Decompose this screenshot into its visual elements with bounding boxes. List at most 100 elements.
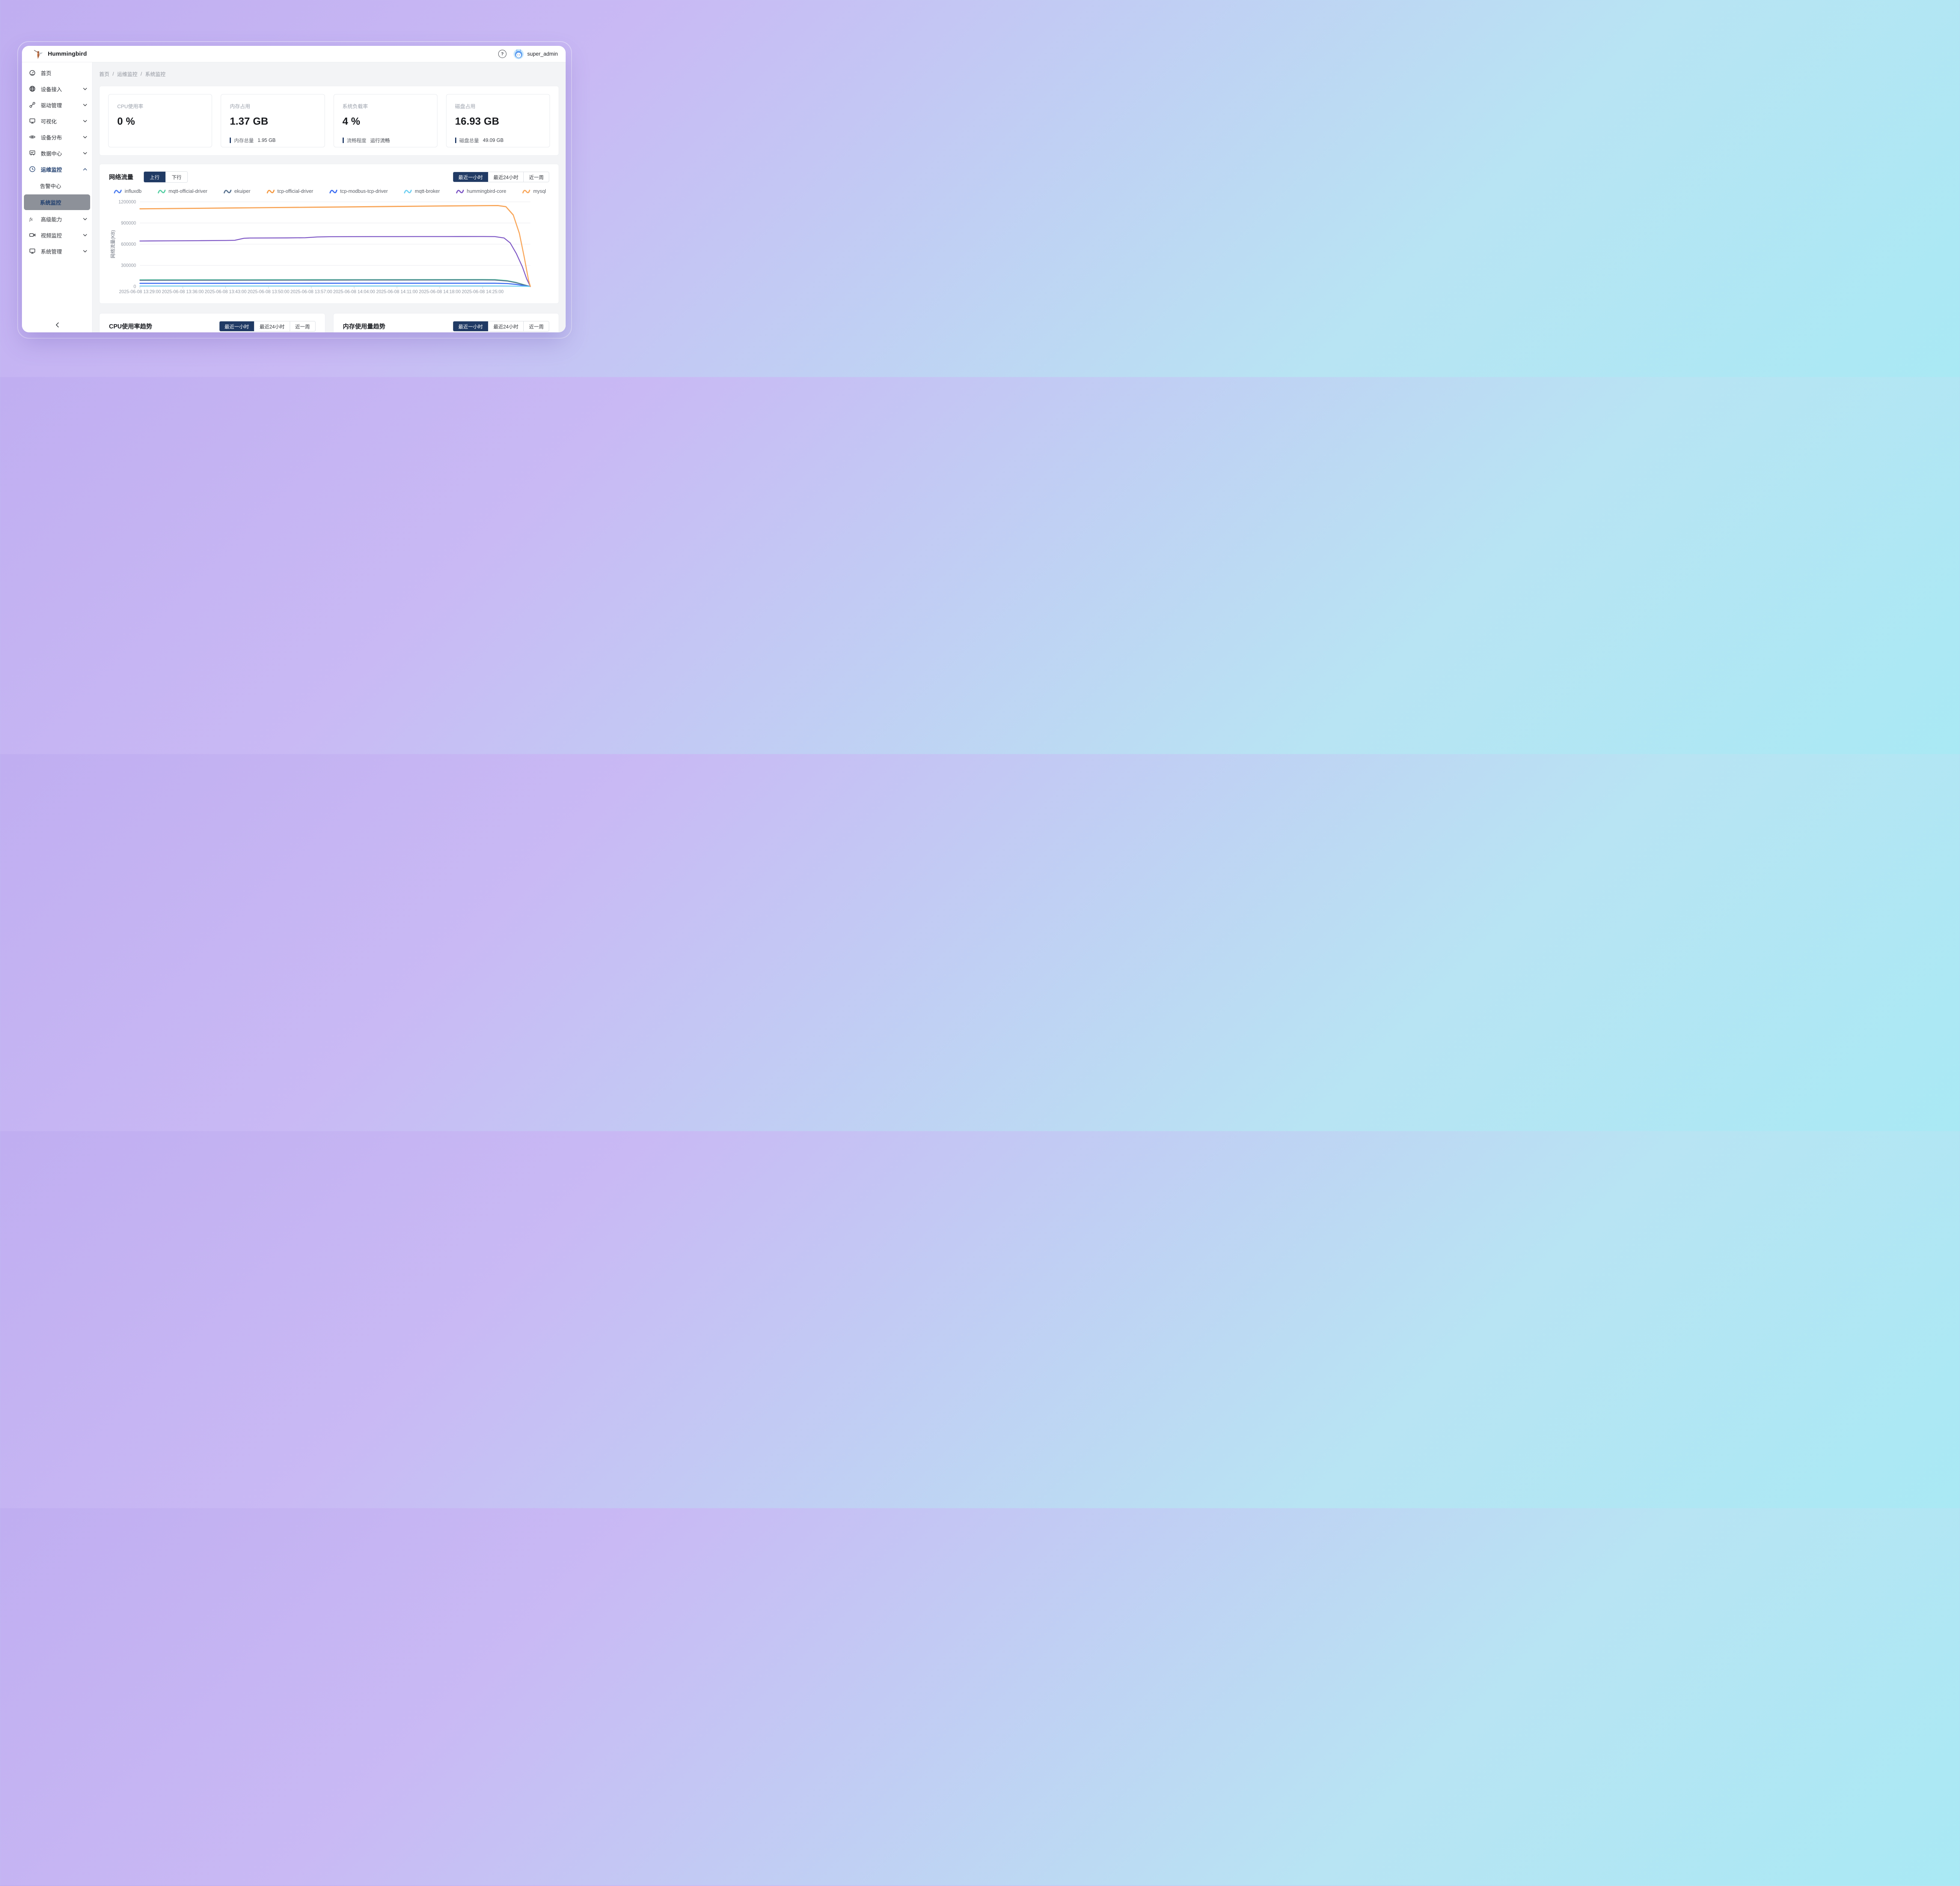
sidebar-item-advanced-capabilities[interactable]: fx 高级能力 [22, 211, 92, 227]
legend-item-tcp-official-driver[interactable]: tcp-official-driver [267, 189, 313, 194]
range-last-24h-button[interactable]: 最近24小时 [488, 321, 524, 331]
range-last-week-button[interactable]: 近一周 [289, 321, 315, 331]
chevron-down-icon [83, 218, 87, 220]
sidebar-subitem-alert-center[interactable]: 告警中心 [24, 178, 90, 194]
stat-sub-label: 内存总量 [234, 138, 254, 143]
fx-icon: fx [29, 217, 33, 222]
link-icon [29, 102, 35, 108]
legend-item-mqtt-official-driver[interactable]: mqtt-official-driver [158, 189, 207, 194]
gauge-icon [29, 70, 35, 76]
stat-value: 0 % [117, 115, 135, 127]
series-line-tcp-modbus-tcp-driver [139, 283, 531, 287]
breadcrumb-separator: / [140, 71, 142, 77]
network-chart: 0 300000 600000 900000 1200000 2025-06-08 13:… [110, 200, 531, 294]
legend-label: ekuiper [234, 189, 250, 194]
legend-label: hummingbird-core [466, 189, 506, 194]
chevron-down-icon [83, 136, 87, 138]
x-tick-label: 2025-06-08 13:57:00 [290, 290, 332, 294]
breadcrumb-home[interactable]: 首页 [99, 71, 110, 77]
stat-card-memory: 内存占用 1.37 GB 内存总量 1.95 GB [221, 94, 325, 147]
range-last-week-button[interactable]: 近一周 [523, 172, 549, 182]
legend-item-tcp-modbus-tcp-driver[interactable]: tcp-modbus-tcp-driver [329, 189, 388, 194]
x-tick-label: 2025-06-08 13:36:00 [162, 290, 204, 294]
legend-item-ekuiper[interactable]: ekuiper [223, 189, 250, 194]
sidebar-item-device-distribution[interactable]: 设备分布 [22, 129, 92, 145]
network-traffic-panel: 网络流量 上行 下行 最近一小时 最近24小时 近一周 influxdb mqtt… [99, 164, 559, 304]
chart-board-icon [29, 151, 35, 156]
stat-sub-value: 运行流畅 [370, 138, 390, 143]
downlink-button[interactable]: 下行 [165, 171, 188, 182]
x-tick-label: 2025-06-08 14:18:00 [419, 290, 461, 294]
sidebar-item-visualization[interactable]: 可视化 [22, 113, 92, 129]
memory-trend-panel: 内存使用量趋势 最近一小时 最近24小时 近一周 [333, 313, 559, 332]
range-last-week-button[interactable]: 近一周 [523, 321, 549, 331]
y-tick-label: 300000 [121, 263, 136, 268]
series-line-mysql [139, 205, 531, 287]
legend-label: mqtt-official-driver [168, 189, 207, 194]
chevron-down-icon [83, 120, 87, 122]
stat-value: 4 % [342, 115, 360, 127]
hummingbird-logo-icon [34, 49, 43, 59]
memory-trend-time-range-tabs: 最近一小时 最近24小时 近一周 [453, 321, 549, 332]
series-line-mqtt-broker [139, 285, 531, 287]
sidebar-collapse-button[interactable] [22, 322, 92, 328]
sidebar-item-label: 设备接入 [41, 86, 62, 92]
chevron-down-icon [83, 152, 87, 154]
sidebar-item-device-access[interactable]: 设备接入 [22, 81, 92, 97]
chevron-down-icon [83, 87, 87, 90]
wave-icon [456, 190, 464, 194]
sidebar-subitem-system-monitoring[interactable]: 系统监控 [24, 194, 90, 210]
range-last-hour-button[interactable]: 最近一小时 [453, 172, 488, 182]
clock-icon [29, 166, 35, 172]
sidebar-item-home[interactable]: 首页 [22, 65, 92, 81]
series-line-tcp-official-driver [139, 205, 531, 287]
cpu-trend-title: CPU使用率趋势 [109, 323, 152, 330]
stat-sub-label: 磁盘总量 [459, 138, 479, 143]
legend-item-mysql[interactable]: mysql [522, 189, 546, 194]
wave-icon [329, 190, 338, 194]
help-icon[interactable]: ? [498, 50, 506, 58]
y-tick-label: 1200000 [118, 200, 136, 205]
stat-label: 内存占用 [230, 103, 250, 109]
range-last-hour-button[interactable]: 最近一小时 [453, 321, 488, 331]
network-panel-title: 网络流量 [109, 174, 134, 181]
range-last-24h-button[interactable]: 最近24小时 [254, 321, 290, 331]
range-last-24h-button[interactable]: 最近24小时 [488, 172, 524, 182]
sidebar-item-label: 视频监控 [41, 232, 62, 239]
legend-item-hummingbird-core[interactable]: hummingbird-core [456, 189, 506, 194]
sidebar-item-video-monitoring[interactable]: 视频监控 [22, 227, 92, 243]
stat-value: 16.93 GB [455, 115, 499, 127]
sidebar-subitem-label: 系统监控 [40, 200, 61, 206]
x-tick-label: 2025-06-08 13:43:00 [205, 290, 247, 294]
x-tick-label: 2025-06-08 13:50:00 [247, 290, 289, 294]
sidebar-item-label: 高级能力 [41, 216, 62, 223]
accent-bar [342, 137, 344, 143]
sidebar-item-label: 数据中心 [41, 151, 62, 157]
x-tick-label: 2025-06-08 14:11:00 [376, 290, 418, 294]
breadcrumb-ops-monitoring[interactable]: 运维监控 [117, 71, 138, 77]
monitor-icon [29, 248, 35, 254]
wave-icon [267, 190, 274, 194]
sidebar-item-driver-management[interactable]: 驱动管理 [22, 97, 92, 113]
range-last-hour-button[interactable]: 最近一小时 [219, 321, 254, 331]
wave-icon [114, 190, 122, 194]
sidebar-item-data-center[interactable]: 数据中心 [22, 145, 92, 161]
stat-label: 系统负载率 [342, 103, 368, 109]
stats-panel: CPU使用率 0 % 内存占用 1.37 GB 内存总量 1.95 GB 系统负… [99, 86, 559, 156]
series-line-ekuiper [139, 279, 531, 287]
legend-item-mqtt-broker[interactable]: mqtt-broker [404, 189, 440, 194]
direction-toggle: 上行 下行 [143, 171, 188, 183]
stat-label: 磁盘占用 [455, 103, 475, 109]
sidebar-item-ops-monitoring[interactable]: 运维监控 [22, 161, 92, 177]
wave-icon [522, 190, 530, 194]
breadcrumb-separator: / [113, 71, 114, 77]
uplink-button[interactable]: 上行 [144, 171, 166, 182]
monitor-icon [29, 118, 35, 123]
sidebar-item-label: 设备分布 [41, 134, 62, 141]
avatar[interactable] [513, 49, 524, 59]
sidebar-item-system-management[interactable]: 系统管理 [22, 243, 92, 259]
stat-sub-value: 1.95 GB [258, 137, 276, 143]
legend-item-influxdb[interactable]: influxdb [114, 189, 142, 194]
legend-label: mqtt-broker [415, 189, 440, 194]
sidebar-item-label: 驱动管理 [41, 102, 62, 109]
